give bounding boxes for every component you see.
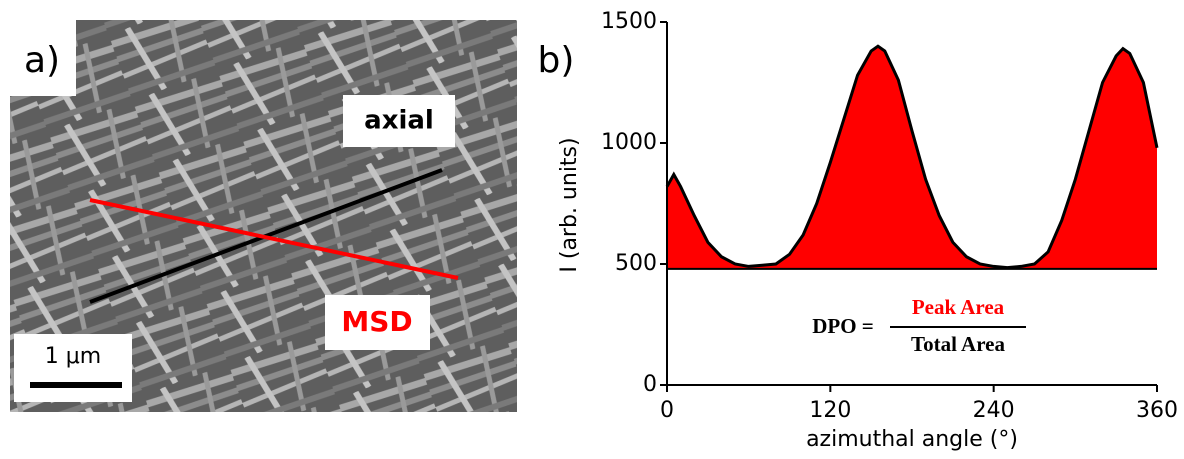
equation-denominator: Total Area bbox=[911, 332, 1005, 356]
x-axis-label: azimuthal angle (°) bbox=[806, 427, 1018, 452]
label-box bbox=[325, 295, 430, 350]
area-outline bbox=[665, 44, 1159, 270]
msd-line bbox=[89, 198, 459, 280]
y-tick-label: 0 bbox=[643, 372, 657, 397]
equation: DPO = Peak Area Total Area bbox=[812, 295, 1026, 356]
y-axis-label: I (arb. units) bbox=[557, 137, 582, 272]
y-tick-label: 500 bbox=[615, 251, 657, 276]
panel-label: a) bbox=[24, 40, 60, 81]
panel-label: b) bbox=[538, 40, 575, 81]
x-tick-label: 240 bbox=[973, 398, 1015, 423]
x-tick-label: 360 bbox=[1136, 398, 1178, 423]
plot: 0 500 1000 1500 0 120 240 360 bbox=[601, 9, 1178, 423]
axial-label: axial bbox=[364, 106, 434, 136]
msd-label: MSD bbox=[341, 305, 412, 338]
scale-box bbox=[14, 334, 132, 402]
label-box bbox=[343, 95, 455, 147]
sem-image: a) axial MSD 1 μm bbox=[10, 20, 517, 412]
y-tick-label: 1000 bbox=[601, 130, 657, 155]
scale-bar-label: 1 μm bbox=[45, 344, 101, 369]
x-tick-label: 0 bbox=[660, 398, 674, 423]
equation-numerator: Peak Area bbox=[912, 295, 1005, 319]
label-box bbox=[10, 20, 76, 96]
equation-lhs: DPO = bbox=[812, 314, 874, 338]
area bbox=[667, 46, 1157, 269]
y-tick-label: 1500 bbox=[601, 9, 657, 34]
x-tick-label: 120 bbox=[809, 398, 851, 423]
